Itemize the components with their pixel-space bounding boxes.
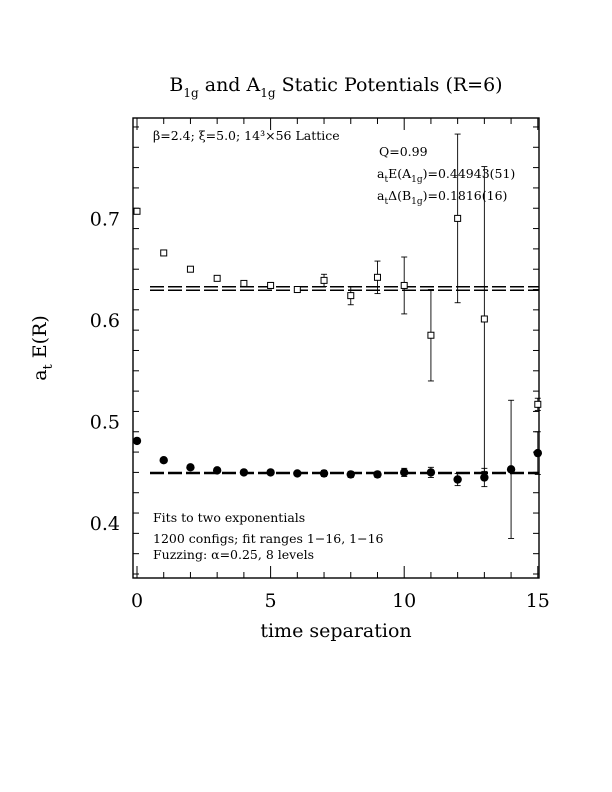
data-point-square (400, 281, 408, 289)
data-point-circle (266, 468, 275, 477)
data-point-circle (239, 468, 249, 477)
data-point-square (133, 207, 141, 215)
plot-frame (132, 117, 540, 579)
x-axis-label: time separation (260, 620, 411, 642)
annotation-q: Q=0.99 (379, 144, 428, 159)
y-axis-label: at E(R) (29, 315, 56, 381)
data-point-circle (400, 468, 409, 477)
axis-ticks (133, 118, 539, 578)
data-point-square (320, 276, 328, 284)
data-point-circle (132, 436, 142, 446)
annotation-a1g-energy: atE(A1g)=0.44943(51) (377, 166, 515, 185)
data-point-square (534, 400, 542, 408)
data-point-circle (453, 475, 462, 484)
data-point-square (427, 331, 435, 339)
data-point-square (373, 273, 381, 281)
x-tick-label: 0 (131, 590, 143, 612)
data-point-square (267, 281, 275, 289)
data-point-circle (373, 470, 382, 479)
data-point-circle (346, 470, 355, 479)
data-point-circle (293, 469, 302, 478)
y-tick-label: 0.5 (90, 412, 120, 434)
data-point-square (293, 286, 301, 294)
x-tick-label: 10 (392, 590, 416, 612)
annotation-configs: 1200 configs; fit ranges 1−16, 1−16 (153, 531, 384, 546)
x-tick-label: 5 (265, 590, 277, 612)
annotation-fits: Fits to two exponentials (153, 510, 305, 525)
chart-title: B1g​ and A1g​ Static Potentials (R=6) (169, 74, 502, 100)
y-tick-label: 0.6 (90, 310, 120, 332)
tick-labels: 0 5 10 15 0.4 0.5 0.6 0.7 (90, 208, 550, 612)
data-point-circle (506, 465, 516, 474)
data-point-square (186, 265, 194, 273)
data-point-square (213, 274, 221, 282)
data-point-circle (426, 468, 436, 477)
annotation-b1g-gap: atΔ(B1g)=0.1816(16) (377, 188, 507, 207)
data-point-square (240, 279, 248, 287)
annotation-fuzzing: Fuzzing: α=0.25, 8 levels (153, 547, 314, 562)
data-point-circle (480, 473, 489, 482)
data-point-circle (212, 466, 222, 475)
y-tick-label: 0.4 (90, 513, 120, 535)
data-point-square (160, 249, 168, 257)
data-point-circle (319, 469, 329, 478)
data-point-square (454, 214, 462, 222)
data-point-square (347, 292, 355, 300)
annotation-lattice: β=2.4; ξ=5.0; 14³×56 Lattice (153, 128, 340, 143)
data-point-square (480, 315, 488, 323)
data-point-circle (159, 456, 168, 465)
data-point-circle (186, 463, 195, 472)
y-tick-label: 0.7 (90, 208, 120, 230)
data-point-circle (533, 448, 542, 458)
x-tick-label: 15 (526, 590, 550, 612)
fit-lines (150, 286, 539, 475)
data-points (132, 133, 542, 539)
